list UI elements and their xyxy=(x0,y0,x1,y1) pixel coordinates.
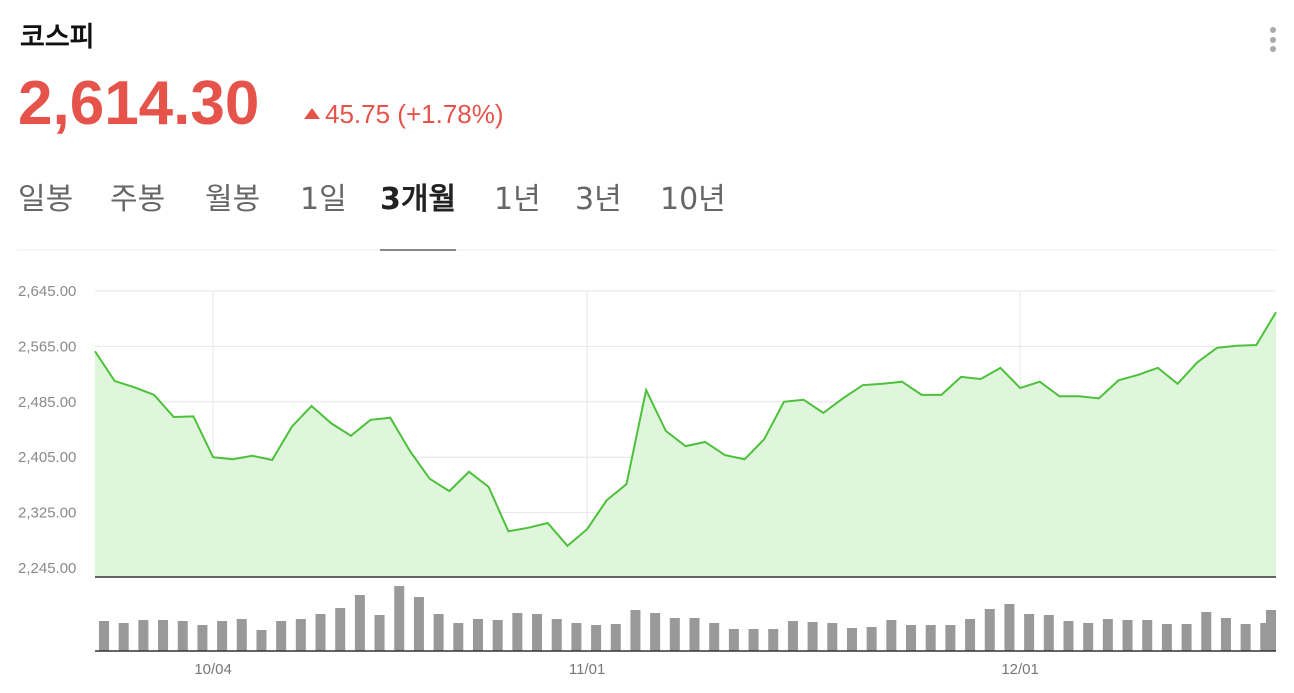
tab[interactable]: 1일 xyxy=(300,182,347,217)
volume-bar xyxy=(1201,612,1212,651)
volume-bar xyxy=(906,625,917,651)
volume-bar xyxy=(1122,620,1133,651)
volume-bar xyxy=(492,620,503,651)
volume-bar xyxy=(99,621,109,651)
volume-bar xyxy=(787,621,798,651)
x-tick-label: 11/01 xyxy=(569,661,605,678)
area-fill xyxy=(95,312,1276,577)
y-tick-label: 2,485.00 xyxy=(18,394,76,411)
volume-bar xyxy=(728,629,739,651)
volume-bar xyxy=(158,620,169,651)
chart: 2,245.00 2,325.00 2,405.00 2,485.00 2,565.00… xyxy=(18,283,1277,678)
volume-bar xyxy=(394,586,405,651)
volume-bar xyxy=(1260,623,1271,651)
volume-bar xyxy=(532,614,543,651)
volume-bar xyxy=(768,629,779,651)
x-tick-label: 12/01 xyxy=(1001,661,1039,678)
volume-bar xyxy=(276,621,287,651)
volume-bar xyxy=(748,629,759,651)
volume-bar xyxy=(551,619,562,651)
y-tick-label: 2,245.00 xyxy=(18,560,76,577)
volume-bar xyxy=(335,608,346,651)
volume-bar xyxy=(1220,618,1231,651)
volume-bar xyxy=(512,613,523,651)
volume-bar xyxy=(472,619,483,651)
volume-bar xyxy=(866,627,877,651)
volume-bar xyxy=(433,614,444,651)
volume-bar xyxy=(453,623,464,651)
menu-dot[interactable] xyxy=(1270,46,1276,52)
y-tick-label: 2,325.00 xyxy=(18,505,76,522)
title: 코스피 xyxy=(20,22,95,53)
tab[interactable]: 1년 xyxy=(494,182,541,217)
menu-dot[interactable] xyxy=(1270,37,1276,43)
up-arrow xyxy=(304,108,320,119)
tab[interactable]: 주봉 xyxy=(110,182,165,217)
volume-bar xyxy=(1063,621,1074,651)
volume-bar xyxy=(1266,610,1276,651)
volume-bar xyxy=(591,625,602,651)
volume-bar xyxy=(709,623,720,651)
volume-bar xyxy=(1102,619,1113,651)
volume-bar xyxy=(965,619,976,651)
volume-bar xyxy=(1083,623,1094,651)
y-tick-label: 2,565.00 xyxy=(18,338,76,355)
volume-bar xyxy=(650,613,661,651)
menu-dot[interactable] xyxy=(1270,27,1276,33)
volume-bar xyxy=(1043,615,1054,651)
volume-bar xyxy=(1024,614,1035,651)
volume-bar xyxy=(1161,624,1172,651)
volume-bar xyxy=(1142,620,1153,651)
volume-bar xyxy=(827,623,838,651)
volume-bar xyxy=(886,620,897,651)
volume-bar xyxy=(984,609,995,651)
price-line xyxy=(94,311,1277,548)
change: 45.75 (+1.78%) xyxy=(325,99,504,129)
volume-bar xyxy=(177,621,188,651)
tab[interactable]: 월봉 xyxy=(205,182,260,217)
price: 2,614.30 xyxy=(18,69,259,138)
tabs: 일봉 주봉 월봉 1일 3개월 1년 3년 10년 xyxy=(18,182,726,251)
volume-bar xyxy=(807,622,818,651)
volume-bar xyxy=(256,630,267,651)
volume-bar xyxy=(354,595,365,651)
tab[interactable]: 3개월 xyxy=(380,182,456,217)
volume-bar xyxy=(689,618,700,651)
y-tick-label: 2,645.00 xyxy=(18,283,76,300)
volume-bar xyxy=(925,625,936,651)
volume-bar xyxy=(374,615,385,651)
y-tick-label: 2,405.00 xyxy=(18,449,76,466)
volume-bar xyxy=(846,628,857,651)
volume-bar xyxy=(1004,604,1015,651)
volume-bar xyxy=(1181,624,1192,651)
volume-bar xyxy=(217,621,228,651)
volume-bar xyxy=(945,625,956,651)
volume-bar xyxy=(138,620,149,651)
tab[interactable]: 3년 xyxy=(575,182,622,217)
volume-bar xyxy=(413,597,424,651)
volume-bar xyxy=(630,610,641,651)
volume-bar xyxy=(118,623,129,651)
volume-bar xyxy=(669,618,680,651)
volume-bar xyxy=(315,614,326,651)
tab[interactable]: 일봉 xyxy=(18,182,73,217)
x-tick-label: 10/04 xyxy=(194,661,232,678)
tab[interactable]: 10년 xyxy=(660,182,726,217)
volume-bar xyxy=(610,624,621,651)
volume-bar xyxy=(571,623,582,651)
volume-bar xyxy=(197,625,208,651)
volume-bar xyxy=(1240,624,1251,651)
volume-bar xyxy=(236,619,247,651)
volume-bar xyxy=(295,619,306,651)
